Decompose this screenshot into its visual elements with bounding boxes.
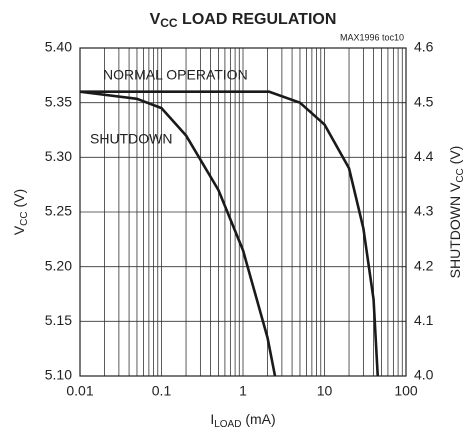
- annotation: MAX1996 toc10: [340, 32, 404, 42]
- y2-tick-label: 4.1: [414, 312, 434, 328]
- y2-tick-label: 4.2: [414, 257, 434, 273]
- y2-axis-label: SHUTDOWN VCC (V): [447, 146, 466, 279]
- y-axis-label: VCC (V): [11, 189, 30, 235]
- y2-tick-label: 4.3: [414, 203, 434, 219]
- label-sub: LOAD: [214, 419, 241, 430]
- title-part: LOAD REGULATION: [178, 11, 337, 28]
- x-tick-label: 0.1: [152, 383, 172, 399]
- title-sub: CC: [160, 16, 178, 30]
- y-tick-label: 5.25: [45, 203, 72, 219]
- label-part: (mA): [241, 411, 275, 427]
- series-label: SHUTDOWN: [90, 131, 172, 147]
- label-sub: CC: [19, 211, 30, 225]
- line-series: [80, 90, 380, 377]
- chart-title: VCC LOAD REGULATION: [150, 11, 337, 30]
- x-tick-label: 100: [394, 383, 418, 399]
- y-tick-label: 5.35: [45, 93, 72, 109]
- x-tick-label: 1: [239, 383, 247, 399]
- x-axis-label: ILOAD (mA): [210, 411, 275, 430]
- x-tick-label: 10: [317, 383, 333, 399]
- y-tick-label: 5.30: [45, 148, 72, 164]
- label-part: V: [11, 225, 27, 235]
- y-tick-label: 5.20: [45, 257, 72, 273]
- y2-tick-label: 4.4: [414, 148, 434, 164]
- y2-tick-label: 4.5: [414, 93, 434, 109]
- y2-tick-label: 4.6: [414, 39, 434, 55]
- series-label: NORMAL OPERATION: [103, 67, 248, 83]
- label-part: (V): [11, 189, 27, 212]
- line-series: [79, 90, 277, 377]
- label-sub: CC: [455, 168, 466, 182]
- label-part: SHUTDOWN V: [447, 182, 463, 278]
- label-part: (V): [447, 146, 463, 169]
- title-part: V: [150, 11, 161, 28]
- y-tick-label: 5.15: [45, 312, 72, 328]
- y-tick-label: 5.10: [45, 367, 72, 383]
- y-tick-label: 5.40: [45, 39, 72, 55]
- plot-frame: [79, 47, 407, 377]
- y2-tick-label: 4.0: [414, 367, 434, 383]
- x-tick-label: 0.01: [66, 383, 93, 399]
- label-part: I: [210, 411, 214, 427]
